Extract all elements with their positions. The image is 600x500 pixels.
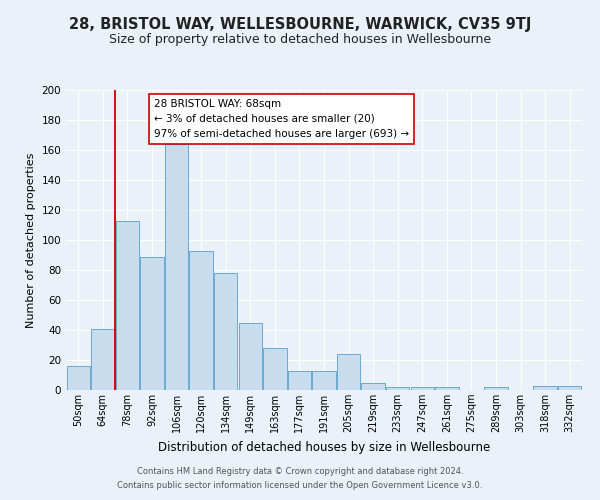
Bar	[263, 348, 287, 390]
Bar	[140, 256, 164, 390]
Bar	[288, 370, 311, 390]
Text: 28, BRISTOL WAY, WELLESBOURNE, WARWICK, CV35 9TJ: 28, BRISTOL WAY, WELLESBOURNE, WARWICK, …	[69, 18, 531, 32]
X-axis label: Distribution of detached houses by size in Wellesbourne: Distribution of detached houses by size …	[158, 440, 490, 454]
Bar	[116, 220, 139, 390]
Bar	[484, 387, 508, 390]
Bar	[533, 386, 557, 390]
Bar	[67, 366, 90, 390]
Bar	[410, 387, 434, 390]
Bar	[165, 144, 188, 390]
Bar	[435, 387, 458, 390]
Bar	[386, 387, 409, 390]
Bar	[239, 322, 262, 390]
Bar	[91, 328, 115, 390]
Bar	[558, 386, 581, 390]
Bar	[214, 273, 238, 390]
Text: 28 BRISTOL WAY: 68sqm
← 3% of detached houses are smaller (20)
97% of semi-detac: 28 BRISTOL WAY: 68sqm ← 3% of detached h…	[154, 99, 409, 138]
Bar	[190, 250, 213, 390]
Bar	[337, 354, 360, 390]
Text: Contains HM Land Registry data © Crown copyright and database right 2024.: Contains HM Land Registry data © Crown c…	[137, 467, 463, 476]
Y-axis label: Number of detached properties: Number of detached properties	[26, 152, 36, 328]
Text: Contains public sector information licensed under the Open Government Licence v3: Contains public sector information licen…	[118, 481, 482, 490]
Bar	[313, 370, 335, 390]
Text: Size of property relative to detached houses in Wellesbourne: Size of property relative to detached ho…	[109, 32, 491, 46]
Bar	[361, 382, 385, 390]
